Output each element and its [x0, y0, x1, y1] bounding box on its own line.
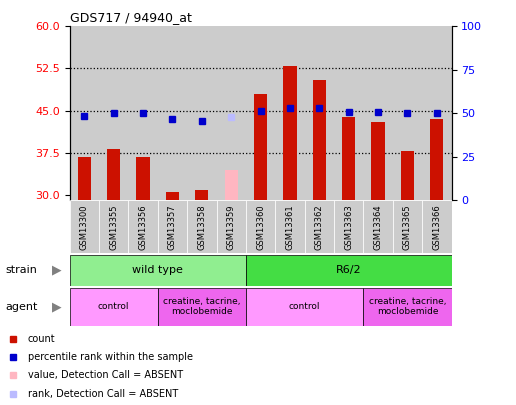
Text: value, Detection Call = ABSENT: value, Detection Call = ABSENT	[28, 371, 183, 380]
Bar	[128, 200, 158, 253]
Bar	[99, 26, 128, 200]
Text: wild type: wild type	[132, 265, 183, 275]
Bar	[136, 157, 150, 200]
Bar	[372, 122, 384, 200]
Bar	[393, 26, 422, 200]
Text: GSM13363: GSM13363	[344, 205, 353, 250]
Bar	[304, 26, 334, 200]
Bar	[166, 192, 179, 200]
Bar	[304, 200, 334, 253]
Bar	[363, 200, 393, 253]
Bar	[254, 94, 267, 200]
Text: GSM13364: GSM13364	[374, 205, 382, 250]
Bar	[401, 151, 414, 200]
Bar	[283, 66, 297, 200]
Bar	[70, 288, 158, 326]
Bar	[246, 255, 452, 286]
Bar	[217, 26, 246, 200]
Bar	[70, 26, 99, 200]
Bar	[158, 200, 187, 253]
Bar	[187, 26, 217, 200]
Bar	[195, 190, 208, 200]
Text: rank, Detection Call = ABSENT: rank, Detection Call = ABSENT	[28, 389, 178, 399]
Bar	[363, 26, 393, 200]
Text: GDS717 / 94940_at: GDS717 / 94940_at	[70, 11, 191, 24]
Bar	[70, 200, 99, 253]
Bar	[158, 26, 187, 200]
Text: control: control	[98, 302, 130, 311]
Bar	[107, 149, 120, 200]
Text: percentile rank within the sample: percentile rank within the sample	[28, 352, 192, 362]
Text: ▶: ▶	[52, 300, 61, 313]
Bar	[313, 80, 326, 200]
Bar	[334, 26, 363, 200]
Bar	[224, 170, 238, 200]
Bar	[275, 26, 304, 200]
Text: creatine, tacrine,
moclobemide: creatine, tacrine, moclobemide	[369, 297, 446, 316]
Text: GSM13365: GSM13365	[403, 205, 412, 250]
Bar	[422, 200, 452, 253]
Text: GSM13361: GSM13361	[285, 205, 295, 250]
Text: creatine, tacrine,
moclobemide: creatine, tacrine, moclobemide	[163, 297, 240, 316]
Bar	[246, 288, 363, 326]
Text: GSM13366: GSM13366	[432, 205, 441, 250]
Bar	[78, 157, 91, 200]
Bar	[393, 200, 422, 253]
Bar	[187, 200, 217, 253]
Text: GSM13355: GSM13355	[109, 205, 118, 250]
Text: GSM13359: GSM13359	[227, 205, 236, 250]
Text: GSM13358: GSM13358	[197, 205, 206, 250]
Text: count: count	[28, 334, 55, 344]
Text: GSM13357: GSM13357	[168, 205, 177, 250]
Text: strain: strain	[5, 265, 37, 275]
Text: control: control	[289, 302, 320, 311]
Text: agent: agent	[5, 302, 38, 312]
Text: GSM13300: GSM13300	[80, 205, 89, 250]
Bar	[128, 26, 158, 200]
Bar	[217, 200, 246, 253]
Text: GSM13356: GSM13356	[139, 205, 148, 250]
Text: R6/2: R6/2	[336, 265, 362, 275]
Bar	[334, 200, 363, 253]
Bar	[246, 26, 275, 200]
Bar	[246, 200, 275, 253]
Bar	[363, 288, 452, 326]
Bar	[70, 255, 246, 286]
Bar	[275, 200, 304, 253]
Text: GSM13362: GSM13362	[315, 205, 324, 250]
Text: GSM13360: GSM13360	[256, 205, 265, 250]
Bar	[342, 117, 356, 200]
Bar	[422, 26, 452, 200]
Bar	[158, 288, 246, 326]
Bar	[430, 119, 443, 200]
Bar	[99, 200, 128, 253]
Text: ▶: ▶	[52, 264, 61, 277]
